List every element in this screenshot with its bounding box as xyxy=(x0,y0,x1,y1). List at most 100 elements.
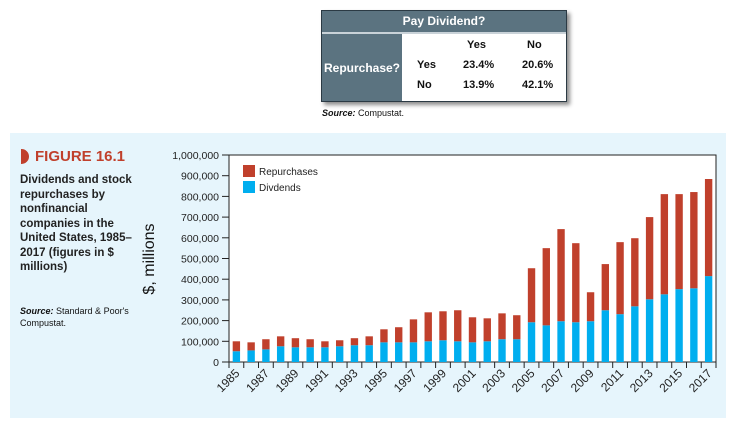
y-tick-label: 1,000,000 xyxy=(172,150,219,162)
y-tick-label: 800,000 xyxy=(181,191,219,203)
x-tick-label: 2015 xyxy=(656,366,685,395)
y-tick-label: 200,000 xyxy=(181,316,219,328)
bar-dividends-1986 xyxy=(247,350,255,362)
bar-dividends-1989 xyxy=(291,347,300,362)
y-tick-label: 500,000 xyxy=(181,254,219,266)
bar-repurchases-2009 xyxy=(586,292,595,322)
bar-repurchases-2015 xyxy=(675,194,683,290)
cell: 23.4% xyxy=(463,59,495,71)
bar-repurchases-1987 xyxy=(262,339,270,350)
bar-repurchases-2004 xyxy=(513,315,521,340)
bar-repurchases-2014 xyxy=(660,194,669,295)
bar-repurchases-2005 xyxy=(527,268,536,323)
table-source: Source: Compustat. xyxy=(322,108,405,118)
x-tick-label: 2005 xyxy=(509,366,538,395)
x-tick-label: 2011 xyxy=(598,366,626,394)
x-tick-label: 1995 xyxy=(361,366,390,395)
bar-dividends-2014 xyxy=(660,294,669,362)
x-tick-label: 1987 xyxy=(243,366,272,395)
bar-dividends-2000 xyxy=(454,341,462,362)
row-header: Repurchase? xyxy=(322,34,402,101)
bar-dividends-1996 xyxy=(395,342,403,362)
bar-repurchases-2002 xyxy=(483,318,491,342)
bar-dividends-1988 xyxy=(276,346,285,362)
legend: Repurchases Divdends xyxy=(243,165,318,194)
bar-dividends-2016 xyxy=(690,288,698,362)
legend-label-dividends: Divdends xyxy=(259,183,301,194)
bar-repurchases-2008 xyxy=(572,243,580,323)
y-tick-label: 0 xyxy=(213,357,219,369)
bar-repurchases-2006 xyxy=(542,248,550,326)
x-tick-label: 1991 xyxy=(302,366,331,395)
y-tick-label: 900,000 xyxy=(181,171,219,183)
bar-dividends-1999 xyxy=(439,340,447,362)
bar-repurchases-2010 xyxy=(601,264,610,311)
legend-swatch-repurchases xyxy=(243,165,255,177)
cell: 13.9% xyxy=(463,79,495,91)
x-tick-label: 2001 xyxy=(450,366,479,395)
table-header: Pay Dividend? xyxy=(322,11,566,34)
y-tick-label: 600,000 xyxy=(181,233,219,245)
bar-repurchases-2016 xyxy=(690,192,698,289)
figure-marker-icon xyxy=(21,149,29,164)
bar-dividends-2012 xyxy=(631,306,639,362)
bar-dividends-2009 xyxy=(586,321,595,362)
bar-repurchases-2007 xyxy=(557,229,565,322)
row-label-yes: Yes xyxy=(417,59,436,71)
bar-repurchases-2000 xyxy=(454,310,462,342)
x-tick-label: 2009 xyxy=(568,366,597,395)
bar-dividends-2007 xyxy=(557,321,565,362)
bar-dividends-2010 xyxy=(601,310,610,362)
bar-dividends-1997 xyxy=(409,342,418,362)
x-tick-label: 1989 xyxy=(273,366,302,395)
x-tick-label: 1997 xyxy=(391,366,420,395)
bar-dividends-1995 xyxy=(380,342,388,362)
bar-dividends-2003 xyxy=(498,339,506,362)
bar-dividends-1985 xyxy=(232,351,241,362)
bar-repurchases-1985 xyxy=(232,341,241,352)
bar-repurchases-1993 xyxy=(350,338,359,346)
bar-dividends-1998 xyxy=(424,341,432,362)
figure-number: FIGURE 16.1 xyxy=(21,148,125,165)
x-tick-label: 2007 xyxy=(538,366,567,395)
bar-dividends-1987 xyxy=(262,349,270,362)
bar-repurchases-1989 xyxy=(291,338,300,348)
bar-repurchases-2011 xyxy=(616,242,624,315)
bar-repurchases-2013 xyxy=(645,217,654,300)
y-tick-label: 100,000 xyxy=(181,336,219,348)
bar-repurchases-1990 xyxy=(306,339,314,348)
bar-dividends-1990 xyxy=(306,347,314,362)
bar-dividends-2006 xyxy=(542,325,550,362)
bar-dividends-2011 xyxy=(616,314,624,362)
bar-repurchases-2017 xyxy=(704,179,713,277)
bar-dividends-2004 xyxy=(513,339,521,362)
bar-repurchases-1994 xyxy=(365,336,373,346)
x-tick-label: 2013 xyxy=(627,366,656,395)
bar-dividends-2008 xyxy=(572,322,580,362)
x-tick-label: 1993 xyxy=(332,366,361,395)
y-tick-label: 300,000 xyxy=(181,295,219,307)
legend-swatch-dividends xyxy=(243,181,255,193)
bar-dividends-2015 xyxy=(675,289,683,362)
bar-dividends-2017 xyxy=(704,276,713,362)
figure-caption: Dividends and stock repurchases by nonfi… xyxy=(20,174,132,273)
row-label-no: No xyxy=(417,79,432,91)
bar-repurchases-1986 xyxy=(247,342,255,351)
bar-dividends-1994 xyxy=(365,345,373,362)
bar-repurchases-1991 xyxy=(321,341,329,348)
bar-repurchases-2012 xyxy=(631,238,639,307)
bar-dividends-2013 xyxy=(645,299,654,362)
bar-dividends-1992 xyxy=(335,346,344,362)
bar-repurchases-1992 xyxy=(335,340,344,347)
bar-repurchases-1999 xyxy=(439,311,447,341)
bar-repurchases-1998 xyxy=(424,312,432,342)
y-tick-label: 700,000 xyxy=(181,212,219,224)
bar-dividends-1993 xyxy=(350,345,359,362)
bar-dividends-1991 xyxy=(321,347,329,362)
col-label-yes: Yes xyxy=(467,39,486,51)
dividend-repurchase-table: Pay Dividend? Repurchase? Yes No Yes 23.… xyxy=(321,10,567,102)
bar-repurchases-2001 xyxy=(468,317,477,343)
bar-repurchases-2003 xyxy=(498,313,506,340)
bar-repurchases-1997 xyxy=(409,319,418,343)
